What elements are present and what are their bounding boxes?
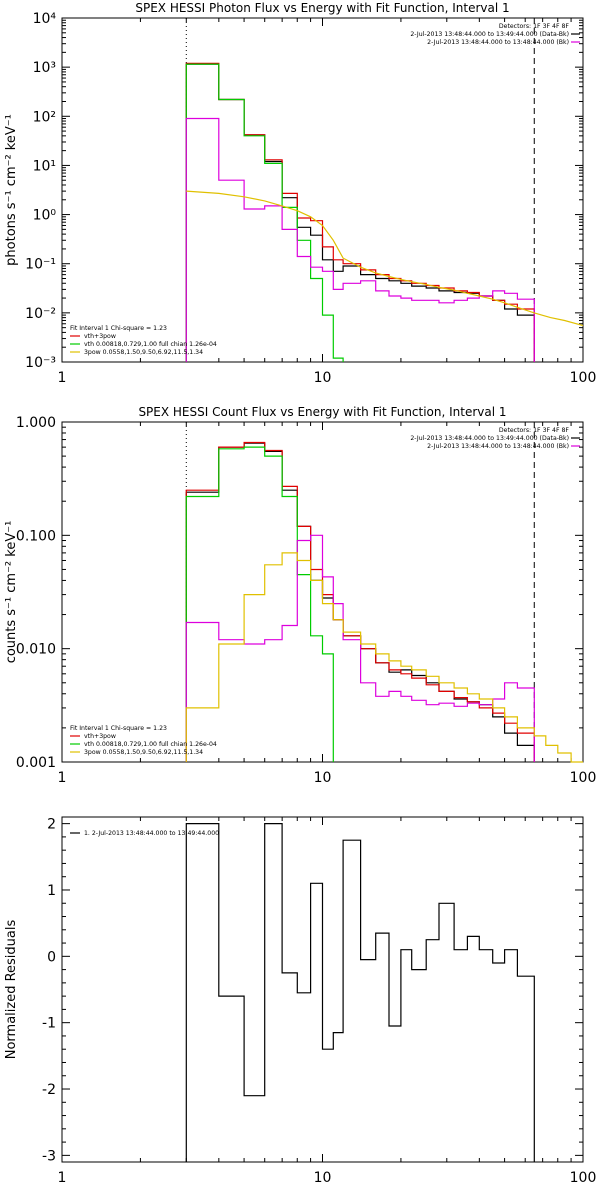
chart-3: Normalized Residuals 1 10 100 -3 -2 -1 0 1 2 1. 2-… — [4, 816, 597, 1186]
y-axis-label: photons s⁻¹ cm⁻² keV⁻¹ — [4, 114, 19, 266]
legend-entry: 2-Jul-2013 13:48:44.000 to 13:49:44.000 … — [410, 31, 569, 38]
y-tick-label: 0.100 — [16, 528, 56, 544]
y-tick-label: 10⁻² — [25, 306, 56, 322]
series-line-1 — [185, 823, 535, 1162]
y-tick-label: 10¹ — [33, 158, 56, 174]
chart-2: SPEX HESSI Count Flux vs Energy with Fit… — [4, 405, 596, 786]
y-tick-label: -3 — [42, 1148, 56, 1164]
series-line-5 — [186, 190, 584, 327]
chart-title: SPEX HESSI Count Flux vs Energy with Fit… — [138, 405, 506, 419]
series-line-2 — [185, 441, 535, 762]
series-line-1 — [185, 63, 535, 362]
chart-1: SPEX HESSI Photon Flux vs Energy with Fi… — [4, 1, 596, 386]
x-tick-label: 1 — [58, 1170, 67, 1186]
x-tick-label: 10 — [314, 370, 332, 386]
x-tick-label: 10 — [314, 1170, 332, 1186]
legend-entry: vth 0.00818,0.729,1.00 full chian 1.26e-… — [84, 741, 217, 748]
legend-entry: Fit Interval 1 Chi-square = 1.23 — [70, 725, 167, 732]
y-tick-label: 10⁻¹ — [25, 257, 56, 273]
y-tick-label: -1 — [42, 1016, 56, 1032]
x-tick-label: 1 — [58, 370, 67, 386]
legend-entry: 2-Jul-2013 13:48:44.000 to 13:48:44.000 … — [427, 39, 569, 46]
y-tick-label: 10⁻³ — [25, 355, 56, 371]
legend-entry: Fit Interval 1 Chi-square = 1.23 — [70, 325, 167, 332]
x-tick-label: 1 — [58, 770, 67, 786]
legend-entry: Detectors: 1F 3F 4F 8F — [499, 23, 570, 30]
legend-entry: 3pow 0.0558,1.50,9.50,6.92,11.5,1.34 — [84, 749, 203, 756]
series-line-5 — [185, 552, 583, 763]
series-line-3 — [185, 446, 334, 762]
y-tick-label: 2 — [47, 817, 56, 833]
series-line-4 — [185, 534, 535, 762]
x-tick-label: 100 — [570, 370, 597, 386]
legend-entry: vth 0.00818,0.729,1.00 full chian 1.26e-… — [84, 341, 217, 348]
y-tick-label: -2 — [42, 1082, 56, 1098]
legend-entry: vth+3pow — [84, 733, 116, 740]
legend-entry: 1. 2-Jul-2013 13:48:44.000 to 13:49:44.0… — [84, 830, 219, 837]
series-line-4 — [185, 117, 535, 362]
legend-entry: Detectors: 1F 3F 4F 8F — [499, 427, 570, 434]
legend-entry: vth+3pow — [84, 333, 116, 340]
legend-entry: 2-Jul-2013 13:48:44.000 to 13:48:44.000 … — [427, 443, 569, 450]
y-tick-label: 0 — [47, 949, 56, 965]
y-tick-label: 1 — [47, 883, 56, 899]
y-tick-label: 0.010 — [16, 642, 56, 658]
x-tick-label: 100 — [570, 1170, 597, 1186]
y-tick-label: 10⁰ — [33, 208, 57, 224]
y-axis-label: counts s⁻¹ cm⁻² keV⁻¹ — [4, 521, 19, 664]
legend-entry: 3pow 0.0558,1.50,9.50,6.92,11.5,1.34 — [84, 349, 203, 356]
y-axis-label: Normalized Residuals — [4, 920, 19, 1060]
series-line-3 — [185, 63, 344, 362]
chart-title: SPEX HESSI Photon Flux vs Energy with Fi… — [135, 1, 509, 15]
y-tick-label: 10² — [33, 109, 56, 125]
series-line-1 — [185, 442, 535, 762]
x-tick-label: 10 — [314, 770, 332, 786]
x-tick-label: 100 — [570, 770, 597, 786]
y-tick-label: 10³ — [33, 60, 56, 76]
legend-entry: 2-Jul-2013 13:48:44.000 to 13:49:44.000 … — [410, 435, 569, 442]
y-tick-label: 10⁴ — [33, 11, 57, 27]
y-tick-label: 0.001 — [16, 755, 56, 771]
y-tick-label: 1.000 — [16, 415, 56, 431]
series-line-2 — [185, 62, 535, 362]
